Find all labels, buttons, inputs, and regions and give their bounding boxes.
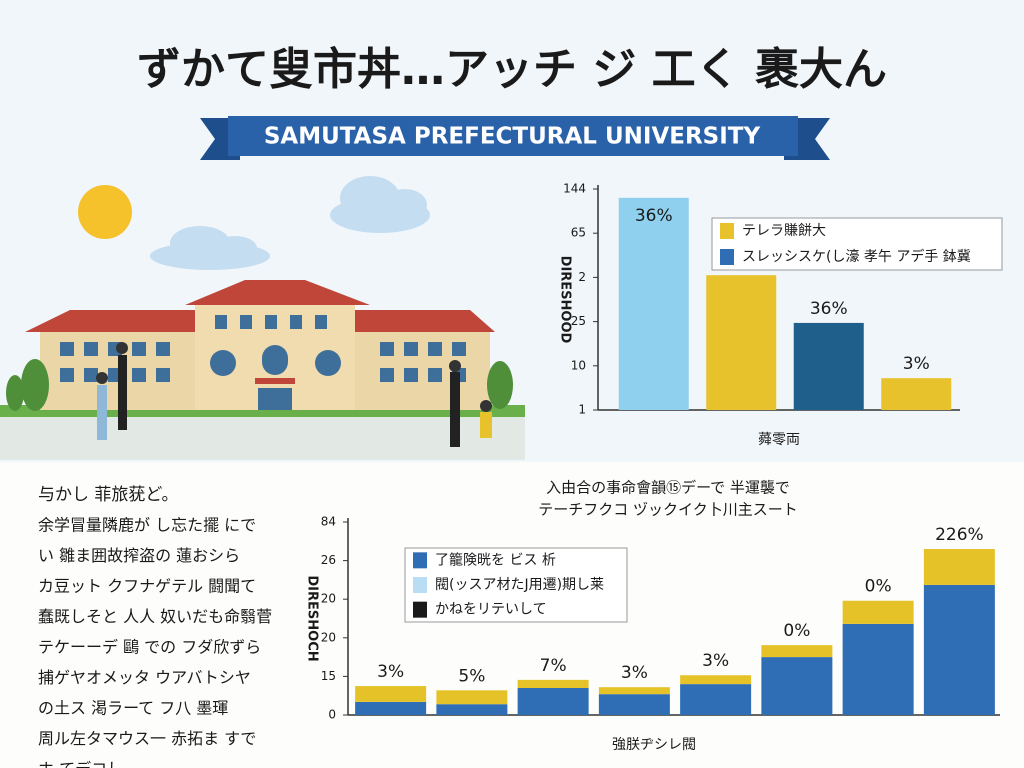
- bar-segment: [680, 675, 752, 685]
- y-tick-label: 2: [578, 270, 586, 284]
- bar: [881, 378, 952, 410]
- legend-label: テレラ賺餅大: [742, 222, 826, 239]
- people: [96, 342, 492, 447]
- text-line: カ豆ット クフナゲテル 闘聞て: [38, 577, 256, 596]
- trees: [6, 359, 513, 411]
- legend-swatch: [413, 577, 427, 593]
- legend-box: [711, 217, 1003, 271]
- y-tick-label: 25: [571, 314, 586, 328]
- bar-segment: [436, 704, 508, 715]
- text-line: い 雛ま囲故搾盗の 蓮おシら: [38, 546, 240, 565]
- windows: [60, 315, 466, 410]
- text-line: 周ル左タマウス一 赤拓ま すで: [38, 729, 256, 748]
- legend-label: スレッシスケ(し濠 孝午 アデ手 鉢冀: [742, 248, 971, 265]
- bar-segment: [680, 684, 752, 715]
- y-axis-label: DIRESHOOD: [558, 256, 573, 344]
- banner: SAMUTASA PREFECTURAL UNIVERSITY: [200, 116, 830, 160]
- bar-segment: [923, 549, 995, 585]
- y-tick-label: 65: [571, 226, 586, 240]
- sign: [255, 378, 295, 384]
- y-tick-label: 0: [328, 708, 336, 722]
- text-line: 捕ゲヤオメッタ ウアバトシヤ: [38, 668, 251, 687]
- y-tick-label: 10: [571, 358, 586, 372]
- bar-label: 3%: [903, 354, 930, 374]
- text-block: 与かし 菲旅莸ど。: [38, 485, 179, 505]
- legend-swatch: [720, 223, 734, 239]
- legend-label: 閥(ッスア材たJ用遷)期し莱: [435, 577, 604, 593]
- bar-segment: [436, 690, 508, 705]
- bar-segment: [761, 645, 833, 658]
- legend-label: かねをリテいして: [435, 602, 547, 618]
- bar: [793, 322, 864, 410]
- bar-label: 7%: [540, 656, 567, 676]
- text-line: の土ス 渇ラーて フ八 墨琿: [38, 699, 228, 718]
- y-tick-label: 15: [321, 669, 336, 683]
- bar-label: 226%: [935, 525, 984, 545]
- bar-segment: [842, 623, 914, 715]
- bar-segment: [761, 657, 833, 715]
- bar-label: 5%: [458, 666, 485, 686]
- chart-title: 入由合の事命會韻⑮デーで 半運襲で: [546, 479, 790, 497]
- y-axis-label: DIRESHOCH: [305, 575, 320, 661]
- y-tick-label: 20: [321, 630, 336, 644]
- ribbon-body: [228, 116, 798, 156]
- y-tick-label: 20: [321, 592, 336, 606]
- bar: [706, 275, 777, 410]
- chart-title: テーチフクコ ヅックイク卜川主スート: [538, 501, 797, 519]
- sun: [78, 185, 132, 239]
- bar-segment: [517, 687, 589, 715]
- cloud: [330, 176, 430, 233]
- x-axis-label: 強朕ヂシレ閥: [612, 737, 696, 753]
- main-title: ずかて叟市丼…アッチ ジ 工く 裹大ん: [137, 44, 887, 95]
- cloud: [150, 226, 270, 270]
- bar-label: 0%: [783, 621, 810, 641]
- y-tick-label: 26: [321, 553, 336, 567]
- center-roof: [185, 280, 370, 305]
- text-line: 蠢既しそと 人人 奴いだも命翳菅: [38, 607, 272, 626]
- bar-label: 36%: [635, 206, 673, 226]
- legend-label: 了籠険晄を ビス 析: [435, 552, 556, 568]
- bar-label: 36%: [810, 299, 848, 319]
- text-line: テケーーデ 鷗 での フダ欣ずら: [38, 638, 261, 657]
- bar-segment: [923, 584, 995, 715]
- legend-swatch: [413, 601, 427, 618]
- legend-swatch: [413, 552, 427, 569]
- legend-box: [404, 547, 628, 623]
- bar-label: 0%: [865, 577, 892, 597]
- y-tick-label: 84: [321, 515, 336, 529]
- y-tick-label: 144: [563, 182, 586, 196]
- bar: [618, 197, 689, 410]
- bar-label: 3%: [377, 662, 404, 682]
- banner-text: SAMUTASA PREFECTURAL UNIVERSITY: [264, 124, 761, 150]
- bar-segment: [598, 687, 670, 695]
- text-line: 余学冒量隣鹿が し忘た擺 にで: [38, 516, 256, 535]
- bar-label: 3%: [702, 651, 729, 671]
- bar-segment: [355, 686, 427, 702]
- bar-segment: [842, 600, 914, 624]
- bar-segment: [517, 679, 589, 688]
- bar-label: 3%: [621, 663, 648, 683]
- bar-segment: [355, 701, 427, 715]
- y-tick-label: 1: [578, 403, 586, 417]
- x-axis-label: 蕣零両: [758, 432, 800, 448]
- illustration: [0, 176, 525, 460]
- legend-swatch: [720, 249, 734, 265]
- text-heading: 与かし 菲旅莸ど。: [38, 485, 179, 505]
- text-line: ホ てデコし。: [38, 760, 139, 768]
- bar-segment: [598, 694, 670, 715]
- ground: [0, 410, 525, 460]
